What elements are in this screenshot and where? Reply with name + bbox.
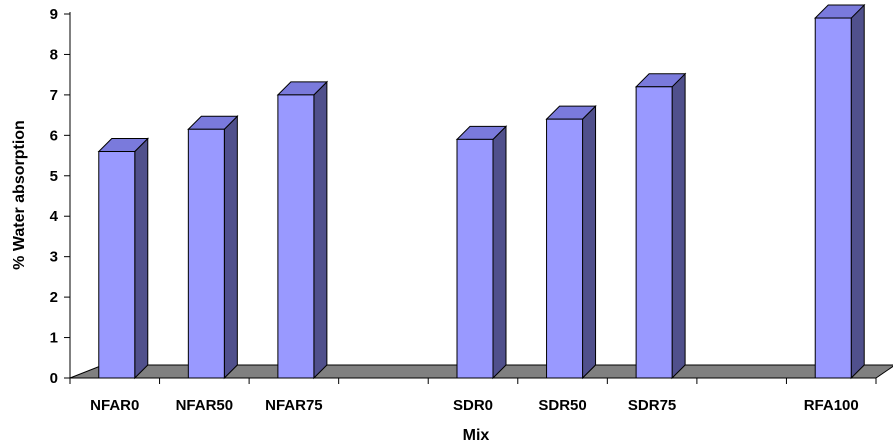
x-tick-label: NFAR0	[90, 397, 139, 414]
bar-front-SDR50	[546, 118, 584, 379]
x-tick-label: NFAR75	[265, 397, 323, 414]
y-tick-label: 3	[50, 249, 58, 266]
y-tick-label: 1	[50, 330, 58, 347]
y-tick-label: 2	[50, 289, 58, 306]
bar-front-NFAR50	[187, 128, 225, 379]
y-tick-label: 0	[50, 370, 58, 387]
bar-SDR50	[545, 104, 597, 380]
bar-front-SDR0	[456, 138, 494, 379]
bar-SDR75	[634, 72, 687, 380]
y-tick-label: 9	[50, 6, 58, 23]
y-tick-label: 7	[50, 87, 58, 104]
x-tick-label: SDR75	[628, 397, 676, 414]
y-tick-label: 5	[50, 168, 58, 185]
chart-labels: 0 1 2 3 4 5 6 7 8 9 NFAR0 NFAR50 NFAR75 SDR0 SDR50 SDR7…	[50, 6, 859, 414]
bar-front-NFAR75	[277, 94, 315, 379]
bar-NFAR50	[187, 115, 239, 380]
x-tick-label: SDR0	[453, 397, 493, 414]
bar-SDR0	[455, 125, 508, 380]
bar-side-RFA100	[850, 3, 865, 380]
x-tick-label: SDR50	[538, 397, 586, 414]
bar-side-SDR0	[492, 125, 507, 380]
bar-front-NFAR0	[98, 151, 136, 379]
x-axis-title: Mix	[463, 427, 490, 444]
bar-NFAR75	[276, 80, 329, 380]
x-tick-label: NFAR50	[176, 397, 234, 414]
bar-side-NFAR75	[313, 80, 328, 380]
bar-RFA100	[814, 3, 866, 380]
bar-side-SDR50	[582, 104, 597, 380]
y-tick-label: 8	[50, 46, 58, 63]
y-tick-label: 6	[50, 127, 58, 144]
y-axis-title: % Water absorption	[11, 120, 28, 270]
chart-bars	[97, 3, 866, 380]
y-tick-label: 4	[50, 208, 59, 225]
bar-side-NFAR0	[134, 137, 149, 380]
bar-front-RFA100	[814, 17, 852, 379]
bar-NFAR0	[97, 137, 149, 380]
bar-front-SDR75	[635, 86, 673, 379]
x-tick-label: RFA100	[804, 397, 859, 414]
bar-side-NFAR50	[223, 115, 238, 380]
bar-side-SDR75	[671, 72, 686, 380]
